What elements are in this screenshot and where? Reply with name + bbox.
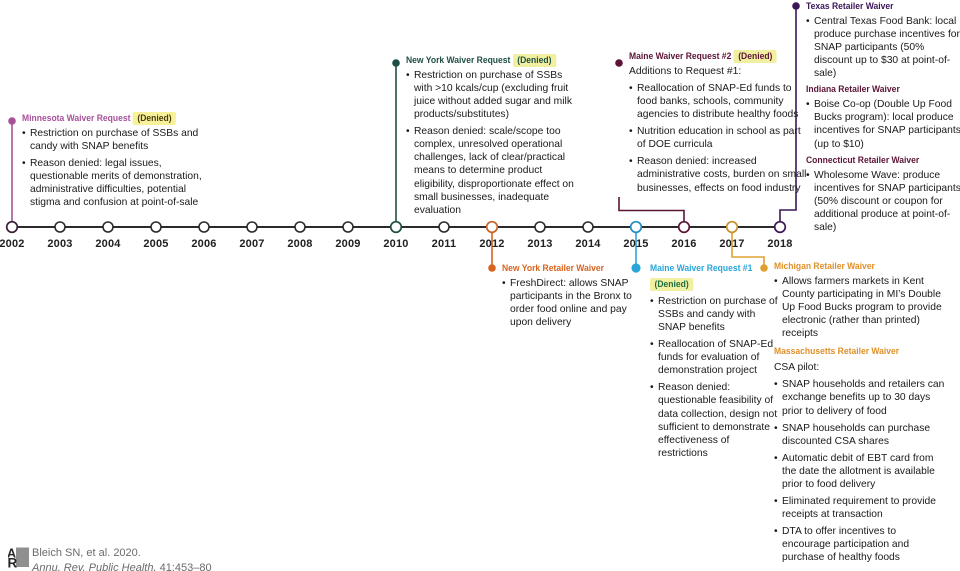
svg-text:R: R [8,556,18,570]
